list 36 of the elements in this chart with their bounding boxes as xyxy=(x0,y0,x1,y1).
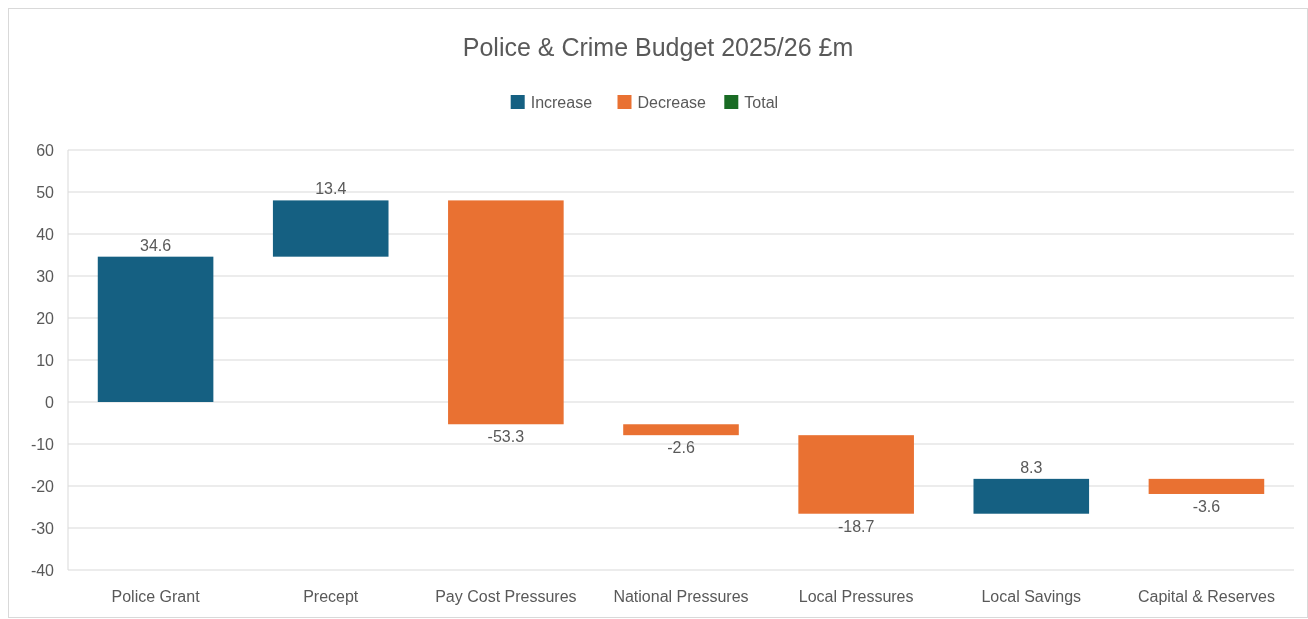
x-tick-label: Capital & Reserves xyxy=(1137,588,1275,605)
data-label: 34.6 xyxy=(140,236,172,254)
x-tick-label: National Pressures xyxy=(613,588,749,605)
data-label: -3.6 xyxy=(1192,497,1221,515)
y-tick-label: 50 xyxy=(36,184,55,201)
bar xyxy=(1148,478,1265,494)
bar xyxy=(272,200,389,257)
chart-title: Police & Crime Budget 2025/26 £m xyxy=(462,33,854,61)
y-tick-label: 40 xyxy=(36,226,55,243)
y-tick-label: 10 xyxy=(36,352,55,369)
y-tick-label: -20 xyxy=(30,478,55,495)
data-label: -18.7 xyxy=(837,517,875,535)
legend-label: Decrease xyxy=(637,94,707,111)
x-tick-label: Precept xyxy=(303,588,359,605)
x-tick-label: Local Savings xyxy=(981,588,1082,605)
y-tick-label: 60 xyxy=(36,142,55,159)
legend-label: Increase xyxy=(530,94,593,111)
bar xyxy=(448,200,564,425)
data-label: -53.3 xyxy=(487,428,525,446)
y-tick-label: 20 xyxy=(36,310,55,327)
legend-label: Total xyxy=(744,94,779,111)
bar xyxy=(623,424,739,436)
y-tick-label: -30 xyxy=(30,520,55,537)
y-tick-label: 0 xyxy=(45,394,55,411)
y-tick-label: -40 xyxy=(30,562,55,579)
x-tick-label: Pay Cost Pressures xyxy=(435,588,577,605)
x-tick-label: Police Grant xyxy=(111,588,201,605)
bar xyxy=(973,478,1090,514)
y-tick-label: -10 xyxy=(30,436,55,453)
bar xyxy=(798,435,914,514)
x-tick-label: Local Pressures xyxy=(798,588,914,605)
y-tick-label: 30 xyxy=(36,268,55,285)
data-label: 8.3 xyxy=(1020,458,1043,476)
bar xyxy=(97,256,214,402)
data-label: -2.6 xyxy=(667,439,695,457)
data-label: 13.4 xyxy=(315,180,347,198)
